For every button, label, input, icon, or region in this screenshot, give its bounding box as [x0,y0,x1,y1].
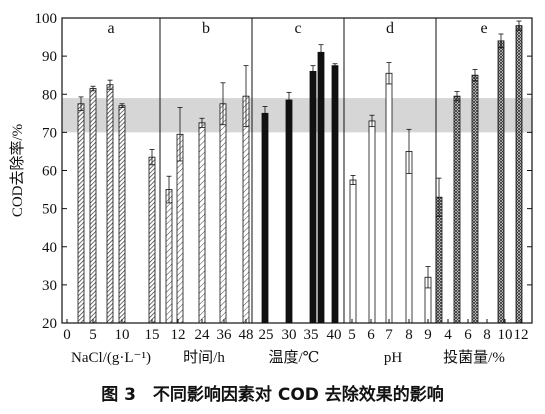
bar [317,51,325,324]
bar [471,74,479,324]
bar [198,122,206,324]
bar [405,151,413,324]
bar [242,95,250,324]
x-tick-label: 6 [464,327,472,343]
x-tick-label: 12 [171,327,186,343]
y-tick-label: 100 [35,11,58,27]
x-axis-label: 温度/℃ [269,349,320,366]
x-axis-label: NaCl/(g·L⁻¹) [71,350,151,366]
bar [148,156,156,324]
panel-letter: d [386,20,394,37]
bar [176,133,184,324]
bar [219,103,227,324]
bar [89,88,97,324]
x-tick-label: 8 [405,327,413,343]
x-tick-label: 35 [304,327,319,343]
x-tick-label: 5 [89,327,97,343]
bar [331,65,339,324]
x-tick-label: 5 [348,327,356,343]
y-tick-label: 90 [42,49,57,65]
plot-frame [61,17,533,324]
y-axis-label: COD去除率/% [9,124,26,217]
x-axis-label: 时间/h [183,349,225,366]
y-tick-label: 80 [42,87,57,103]
y-tick-label: 60 [42,164,57,180]
x-tick-label: 24 [195,327,211,343]
x-tick-label: 36 [217,327,233,343]
x-tick-label: 4 [444,327,452,343]
y-tick-label: 50 [42,202,57,218]
bar [497,40,505,324]
figure-caption: 图 3 不同影响因素对 COD 去除效果的影响 [101,385,444,405]
x-tick-label: 8 [483,327,491,343]
bar [77,103,85,324]
x-tick-label: 15 [145,327,160,343]
x-tick-label: 10 [498,327,513,343]
panel-letter: b [202,20,210,37]
bar [385,72,393,324]
y-tick-label: 40 [42,240,57,256]
bar [309,70,317,324]
bar [106,84,114,324]
x-tick-label: 9 [424,327,432,343]
panel-letter: a [107,20,114,37]
x-tick-label: 0 [63,327,71,343]
bar [165,189,173,324]
x-axis-label: pH [384,350,403,366]
x-tick-label: 48 [239,327,254,343]
bar [349,179,357,324]
highlight-band [62,98,532,133]
bar [368,120,376,324]
panel-letter: c [294,20,301,37]
y-tick-label: 30 [42,278,57,294]
x-axis-label: 投菌量/% [443,349,505,366]
x-tick-label: 25 [259,327,274,343]
x-tick-label: 12 [514,327,529,343]
x-tick-label: 7 [385,327,393,343]
panel-letter: e [480,20,487,37]
bar [453,95,461,324]
x-tick-label: 10 [115,327,130,343]
bar [285,99,293,324]
bar [515,25,523,324]
x-tick-label: 40 [327,327,342,343]
bar [261,112,269,324]
y-tick-label: 70 [42,125,57,141]
x-tick-label: 6 [367,327,375,343]
y-tick-label: 20 [42,316,57,332]
bar [118,105,126,324]
x-tick-label: 30 [282,327,297,343]
